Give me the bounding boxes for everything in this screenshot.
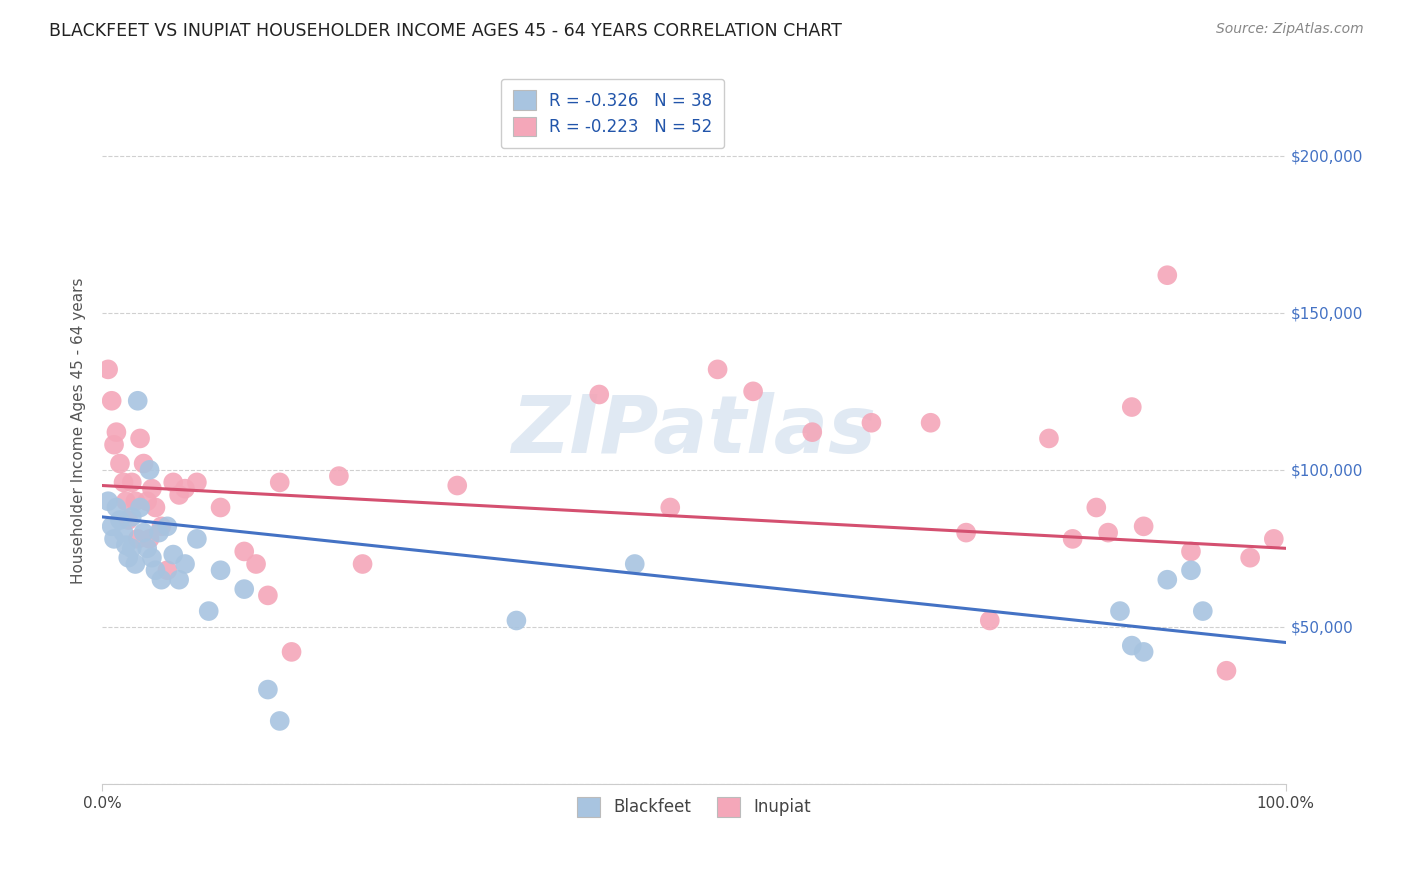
Point bbox=[121, 541, 143, 556]
Point bbox=[1085, 500, 1108, 515]
Point bbox=[186, 475, 208, 490]
Point bbox=[129, 432, 152, 446]
Point bbox=[108, 513, 131, 527]
Point bbox=[138, 463, 160, 477]
Point bbox=[162, 475, 184, 490]
Point bbox=[1109, 604, 1132, 618]
Point bbox=[112, 475, 135, 490]
Point bbox=[115, 538, 138, 552]
Point bbox=[174, 482, 197, 496]
Point bbox=[1263, 532, 1285, 546]
Point bbox=[117, 550, 139, 565]
Point bbox=[132, 457, 155, 471]
Point bbox=[1180, 563, 1202, 577]
Point bbox=[100, 519, 122, 533]
Point bbox=[167, 488, 190, 502]
Point bbox=[269, 714, 291, 728]
Point bbox=[124, 557, 146, 571]
Point bbox=[706, 362, 728, 376]
Point bbox=[352, 557, 374, 571]
Point bbox=[257, 682, 280, 697]
Point bbox=[233, 582, 256, 596]
Point bbox=[233, 544, 256, 558]
Point bbox=[1156, 573, 1178, 587]
Point bbox=[920, 416, 942, 430]
Point bbox=[100, 393, 122, 408]
Point bbox=[115, 494, 138, 508]
Point bbox=[505, 614, 527, 628]
Point bbox=[245, 557, 267, 571]
Point bbox=[145, 500, 167, 515]
Point bbox=[1121, 400, 1143, 414]
Point bbox=[124, 494, 146, 508]
Point bbox=[97, 362, 120, 376]
Text: Source: ZipAtlas.com: Source: ZipAtlas.com bbox=[1216, 22, 1364, 37]
Point bbox=[1062, 532, 1084, 546]
Point bbox=[209, 563, 232, 577]
Point bbox=[138, 532, 160, 546]
Point bbox=[121, 509, 143, 524]
Point bbox=[860, 416, 883, 430]
Point bbox=[257, 588, 280, 602]
Point bbox=[280, 645, 302, 659]
Point bbox=[1215, 664, 1237, 678]
Point bbox=[269, 475, 291, 490]
Point bbox=[1121, 639, 1143, 653]
Point bbox=[105, 500, 128, 515]
Point bbox=[105, 425, 128, 439]
Point bbox=[129, 500, 152, 515]
Point bbox=[623, 557, 645, 571]
Point bbox=[145, 563, 167, 577]
Point bbox=[162, 548, 184, 562]
Point bbox=[136, 494, 159, 508]
Point bbox=[446, 478, 468, 492]
Point bbox=[121, 475, 143, 490]
Point bbox=[1239, 550, 1261, 565]
Point bbox=[979, 614, 1001, 628]
Point bbox=[156, 519, 179, 533]
Point bbox=[167, 573, 190, 587]
Point bbox=[1038, 432, 1060, 446]
Point bbox=[141, 482, 163, 496]
Point bbox=[328, 469, 350, 483]
Point bbox=[148, 525, 170, 540]
Point bbox=[103, 438, 125, 452]
Point bbox=[156, 563, 179, 577]
Point bbox=[801, 425, 824, 439]
Point bbox=[209, 500, 232, 515]
Point bbox=[659, 500, 682, 515]
Point bbox=[1097, 525, 1119, 540]
Point bbox=[1191, 604, 1213, 618]
Point bbox=[174, 557, 197, 571]
Point bbox=[103, 532, 125, 546]
Text: BLACKFEET VS INUPIAT HOUSEHOLDER INCOME AGES 45 - 64 YEARS CORRELATION CHART: BLACKFEET VS INUPIAT HOUSEHOLDER INCOME … bbox=[49, 22, 842, 40]
Point bbox=[127, 532, 149, 546]
Point bbox=[136, 541, 159, 556]
Point bbox=[588, 387, 610, 401]
Point bbox=[108, 457, 131, 471]
Point bbox=[955, 525, 977, 540]
Legend: Blackfeet, Inupiat: Blackfeet, Inupiat bbox=[568, 789, 820, 825]
Point bbox=[117, 513, 139, 527]
Point bbox=[97, 494, 120, 508]
Point bbox=[1156, 268, 1178, 283]
Point bbox=[132, 525, 155, 540]
Point bbox=[186, 532, 208, 546]
Point bbox=[1132, 519, 1154, 533]
Point bbox=[1132, 645, 1154, 659]
Point bbox=[112, 525, 135, 540]
Point bbox=[742, 384, 765, 399]
Y-axis label: Householder Income Ages 45 - 64 years: Householder Income Ages 45 - 64 years bbox=[72, 277, 86, 584]
Point bbox=[127, 393, 149, 408]
Point bbox=[1180, 544, 1202, 558]
Point bbox=[141, 550, 163, 565]
Text: ZIPatlas: ZIPatlas bbox=[512, 392, 876, 469]
Point bbox=[150, 519, 173, 533]
Point bbox=[197, 604, 219, 618]
Point bbox=[150, 573, 173, 587]
